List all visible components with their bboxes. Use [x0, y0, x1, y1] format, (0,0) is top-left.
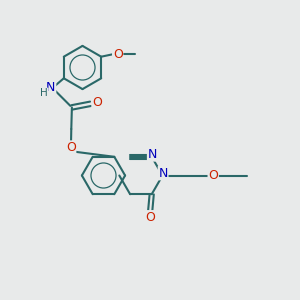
Text: O: O	[66, 141, 76, 154]
Text: O: O	[92, 96, 102, 109]
Text: N: N	[46, 81, 56, 94]
Text: H: H	[40, 88, 48, 98]
Text: N: N	[148, 148, 157, 161]
Text: O: O	[113, 47, 123, 61]
Text: O: O	[145, 211, 155, 224]
Text: O: O	[208, 169, 218, 182]
Text: N: N	[158, 167, 168, 180]
